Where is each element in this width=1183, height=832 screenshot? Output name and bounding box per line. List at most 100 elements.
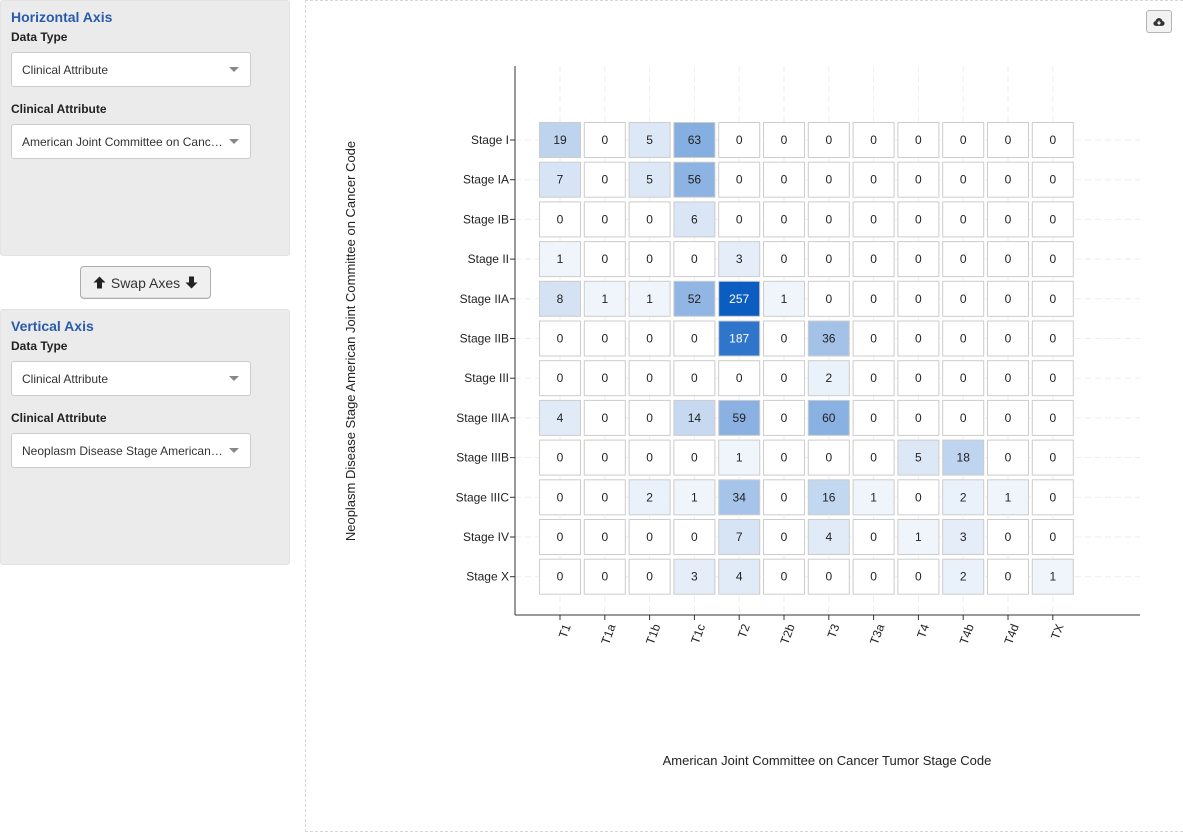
heatmap-cell [673,201,716,238]
vertical-attribute-select[interactable]: Neoplasm Disease Stage American Joint Co… [11,433,251,468]
heatmap-cell [987,399,1029,436]
heatmap-cell [942,320,985,357]
heatmap-cell [763,479,805,516]
heatmap-cell [852,241,895,278]
heatmap-cell [807,122,850,158]
y-tick-label: Stage II [468,252,509,266]
cell-value-label: 0 [781,490,788,504]
heatmap-cell [942,439,985,476]
cell-value-label: 0 [1049,212,1056,226]
heatmap-cell [942,122,985,158]
download-button[interactable] [1146,10,1172,33]
y-tick-label: Stage IIIB [456,451,509,465]
cell-value-label: 0 [960,332,967,346]
cell-value-label: 0 [601,371,608,385]
cell-value-label: 0 [601,570,608,584]
cell-value-label: 0 [960,173,967,187]
cell-value-label: 0 [870,133,877,147]
cell-value-label: 0 [557,570,564,584]
cell-value-label: 0 [781,451,788,465]
heatmap-cell [763,439,805,476]
cell-value-label: 0 [1005,252,1012,266]
heatmap-cell [539,519,581,555]
heatmap-cell [897,399,940,436]
vertical-data-type-select[interactable]: Clinical Attribute [11,361,251,396]
heatmap-cell [987,241,1029,278]
heatmap-cell [942,558,985,595]
heatmap-cell [942,360,985,397]
cell-value-label: 36 [822,332,836,346]
cell-value-label: 0 [915,371,922,385]
heatmap-cell [852,280,895,317]
cell-value-label: 0 [646,451,653,465]
cell-value-label: 0 [825,292,832,306]
heatmap-cell [583,241,626,278]
horizontal-data-type-label: Data Type [11,30,68,44]
heatmap-cell [539,399,581,436]
cell-value-label: 0 [825,212,832,226]
y-tick-label: Stage IIB [460,332,509,346]
cell-value-label: 0 [781,570,788,584]
heatmap-cell [628,519,671,555]
heatmap-cell [942,280,985,317]
heatmap-cell [807,201,850,238]
horizontal-axis-panel: Horizontal Axis Data Type Clinical Attri… [0,0,290,256]
cell-value-label: 2 [960,490,967,504]
cell-value-label: 0 [915,411,922,425]
cell-layer: 19 0 5 63 0 0 0 0 0 0 0 07 0 5 56 0 0 0 0 0 0 0 00 0 0 6 0 0 0 0 0 0 0 01… [539,122,1074,595]
heatmap-cell [628,479,671,516]
heatmap-cell [807,439,850,476]
cell-value-label: 1 [781,292,788,306]
cell-value-label: 0 [691,451,698,465]
horizontal-data-type-select[interactable]: Clinical Attribute [11,52,251,87]
cell-value-label: 1 [870,490,877,504]
chevron-down-icon [229,67,239,72]
cell-value-label: 0 [915,212,922,226]
cell-value-label: 0 [781,530,788,544]
cell-value-label: 0 [1049,332,1056,346]
heatmap-cell [718,201,761,238]
cell-value-label: 8 [557,292,564,306]
cell-value-label: 52 [688,292,702,306]
heatmap-cell [897,360,940,397]
cell-value-label: 0 [960,371,967,385]
cell-value-label: 34 [733,490,747,504]
swap-axes-button[interactable]: Swap Axes [80,266,211,299]
cell-value-label: 0 [781,371,788,385]
cell-value-label: 1 [915,530,922,544]
cell-value-label: 0 [915,570,922,584]
heatmap-cell [807,399,850,436]
y-tick-label: Stage I [471,133,509,147]
heatmap-cell [673,558,716,595]
heatmap-cell [852,479,895,516]
heatmap-cell [942,399,985,436]
heatmap-cell [763,320,805,357]
cell-value-label: 1 [557,252,564,266]
cell-value-label: 0 [557,371,564,385]
heatmap-cell [718,519,761,555]
heatmap-cell [763,558,805,595]
x-tick-label: T2b [777,622,797,647]
vertical-attribute-label: Clinical Attribute [11,411,107,425]
heatmap-cell [1031,519,1074,555]
heatmap-cell [763,280,805,317]
cell-value-label: 1 [601,292,608,306]
horizontal-attribute-select[interactable]: American Joint Committee on Cancer Tumor… [11,124,251,159]
y-tick-label: Stage III [464,371,509,385]
heatmap-cell [807,241,850,278]
cell-value-label: 0 [1049,173,1056,187]
heatmap-cell [987,360,1029,397]
heatmap-cell [852,519,895,555]
heatmap-cell [942,161,985,198]
heatmap-cell [942,241,985,278]
cell-value-label: 0 [825,570,832,584]
heatmap-cell [628,320,671,357]
heatmap-cell [942,479,985,516]
heatmap-cell [1031,439,1074,476]
cell-value-label: 59 [733,411,747,425]
heatmap-cell [807,360,850,397]
heatmap-cell [539,122,581,158]
heatmap-cell [583,558,626,595]
heatmap-cell [718,280,761,317]
